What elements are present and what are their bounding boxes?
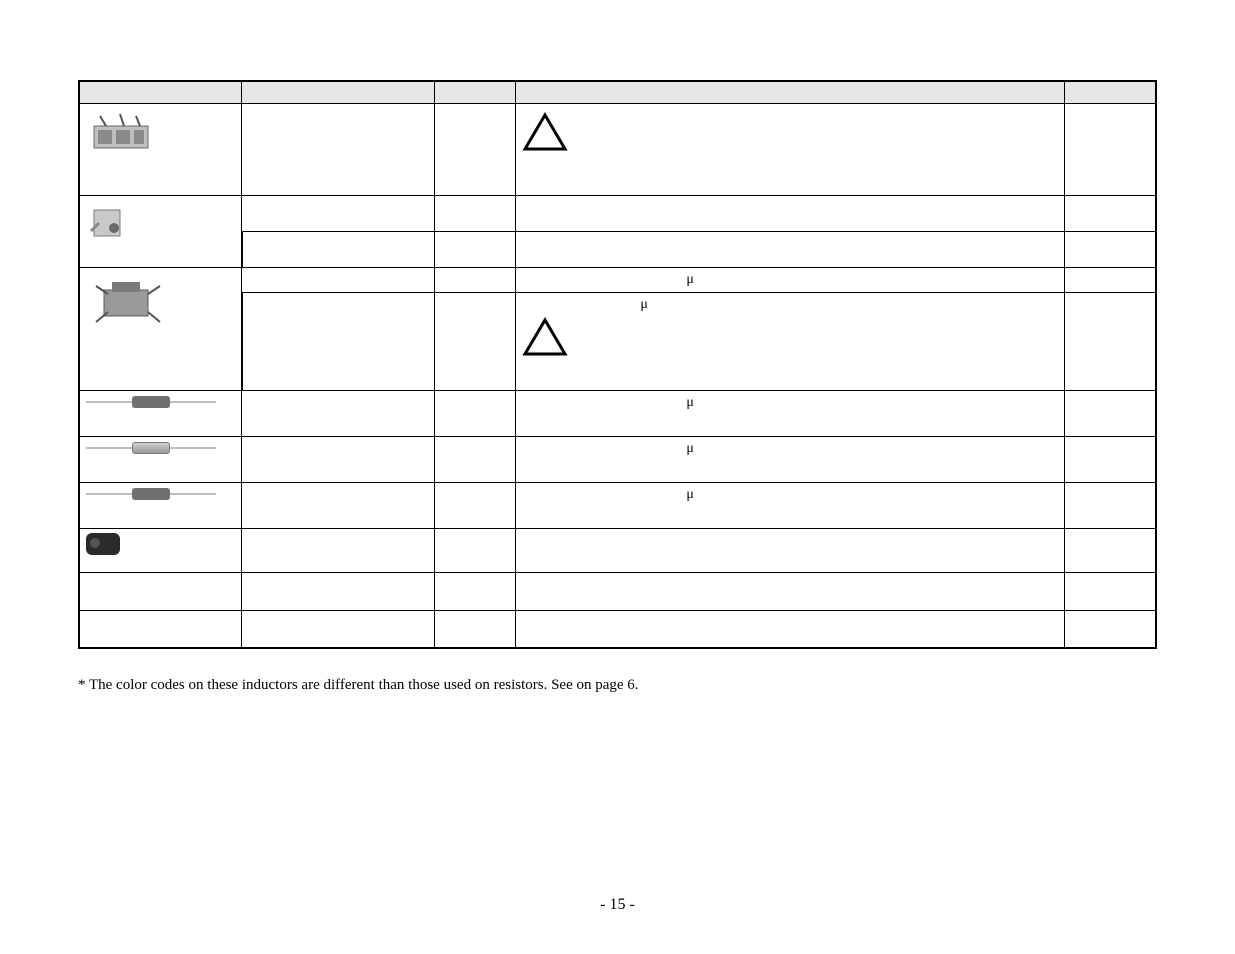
col-header-5 [1065, 81, 1156, 103]
cell-part [242, 572, 435, 610]
cell-part [242, 610, 435, 648]
cell-qty [435, 195, 516, 231]
cell-ref [1065, 572, 1156, 610]
cell-description: μ [516, 436, 1065, 482]
cell-qty [435, 231, 516, 267]
cell-description: μ [516, 292, 1065, 390]
col-header-4 [516, 81, 1065, 103]
cell-part [242, 528, 435, 572]
cell-image [79, 572, 242, 610]
cell-qty [435, 103, 516, 195]
parts-table: μ μ [78, 80, 1157, 649]
cell-qty [435, 572, 516, 610]
table-row [79, 528, 1156, 572]
cell-description [516, 231, 1065, 267]
cell-description: μ [516, 482, 1065, 528]
table-header-row [79, 81, 1156, 103]
cell-qty [435, 482, 516, 528]
cell-part [242, 103, 435, 195]
col-header-1 [79, 81, 242, 103]
footnote-before: * The color codes on these inductors are… [78, 677, 576, 693]
component-image [86, 272, 170, 332]
cell-ref [1065, 231, 1156, 267]
mu-char: μ [640, 297, 648, 312]
cell-part [242, 436, 435, 482]
cell-qty [435, 528, 516, 572]
component-image [86, 395, 216, 409]
cell-description [516, 572, 1065, 610]
cell-description [516, 610, 1065, 648]
component-image [86, 441, 216, 455]
cell-part [242, 390, 435, 436]
caution-icon [522, 112, 568, 152]
col-header-3 [435, 81, 516, 103]
cell-ref [1065, 103, 1156, 195]
cell-part [242, 231, 435, 267]
cell-part [242, 267, 435, 292]
cell-ref [1065, 267, 1156, 292]
table-row [79, 572, 1156, 610]
table-row [79, 103, 1156, 195]
cell-description: μ [516, 390, 1065, 436]
col-header-2 [242, 81, 435, 103]
table-row: μ [79, 436, 1156, 482]
cell-part [242, 195, 435, 231]
mu-char: μ [686, 395, 694, 410]
cell-description [516, 528, 1065, 572]
cell-ref [1065, 610, 1156, 648]
cell-ref [1065, 528, 1156, 572]
cell-description [516, 103, 1065, 195]
cell-qty [435, 390, 516, 436]
cell-part [242, 292, 435, 390]
mu-char: μ [686, 487, 694, 502]
mu-char: μ [686, 272, 694, 287]
cell-description [516, 195, 1065, 231]
cell-ref [1065, 482, 1156, 528]
component-image [86, 200, 130, 244]
cell-qty [435, 610, 516, 648]
component-image [86, 487, 216, 501]
table-row: μ [79, 390, 1156, 436]
footnote-after: on page 6. [576, 677, 638, 693]
table-row [79, 610, 1156, 648]
table-row: μ [79, 267, 1156, 292]
cell-image [79, 610, 242, 648]
cell-qty [435, 292, 516, 390]
cell-description: μ [516, 267, 1065, 292]
cell-ref [1065, 292, 1156, 390]
cell-qty [435, 436, 516, 482]
footnote: * The color codes on these inductors are… [78, 677, 1157, 694]
component-image [86, 533, 120, 555]
component-image [86, 108, 156, 158]
table-row [79, 195, 1156, 231]
page-number: - 15 - [0, 896, 1235, 914]
cell-ref [1065, 195, 1156, 231]
mu-char: μ [686, 441, 694, 456]
cell-part [242, 482, 435, 528]
cell-ref [1065, 436, 1156, 482]
table-row: μ [79, 482, 1156, 528]
cell-qty [435, 267, 516, 292]
caution-icon [522, 317, 568, 357]
cell-ref [1065, 390, 1156, 436]
